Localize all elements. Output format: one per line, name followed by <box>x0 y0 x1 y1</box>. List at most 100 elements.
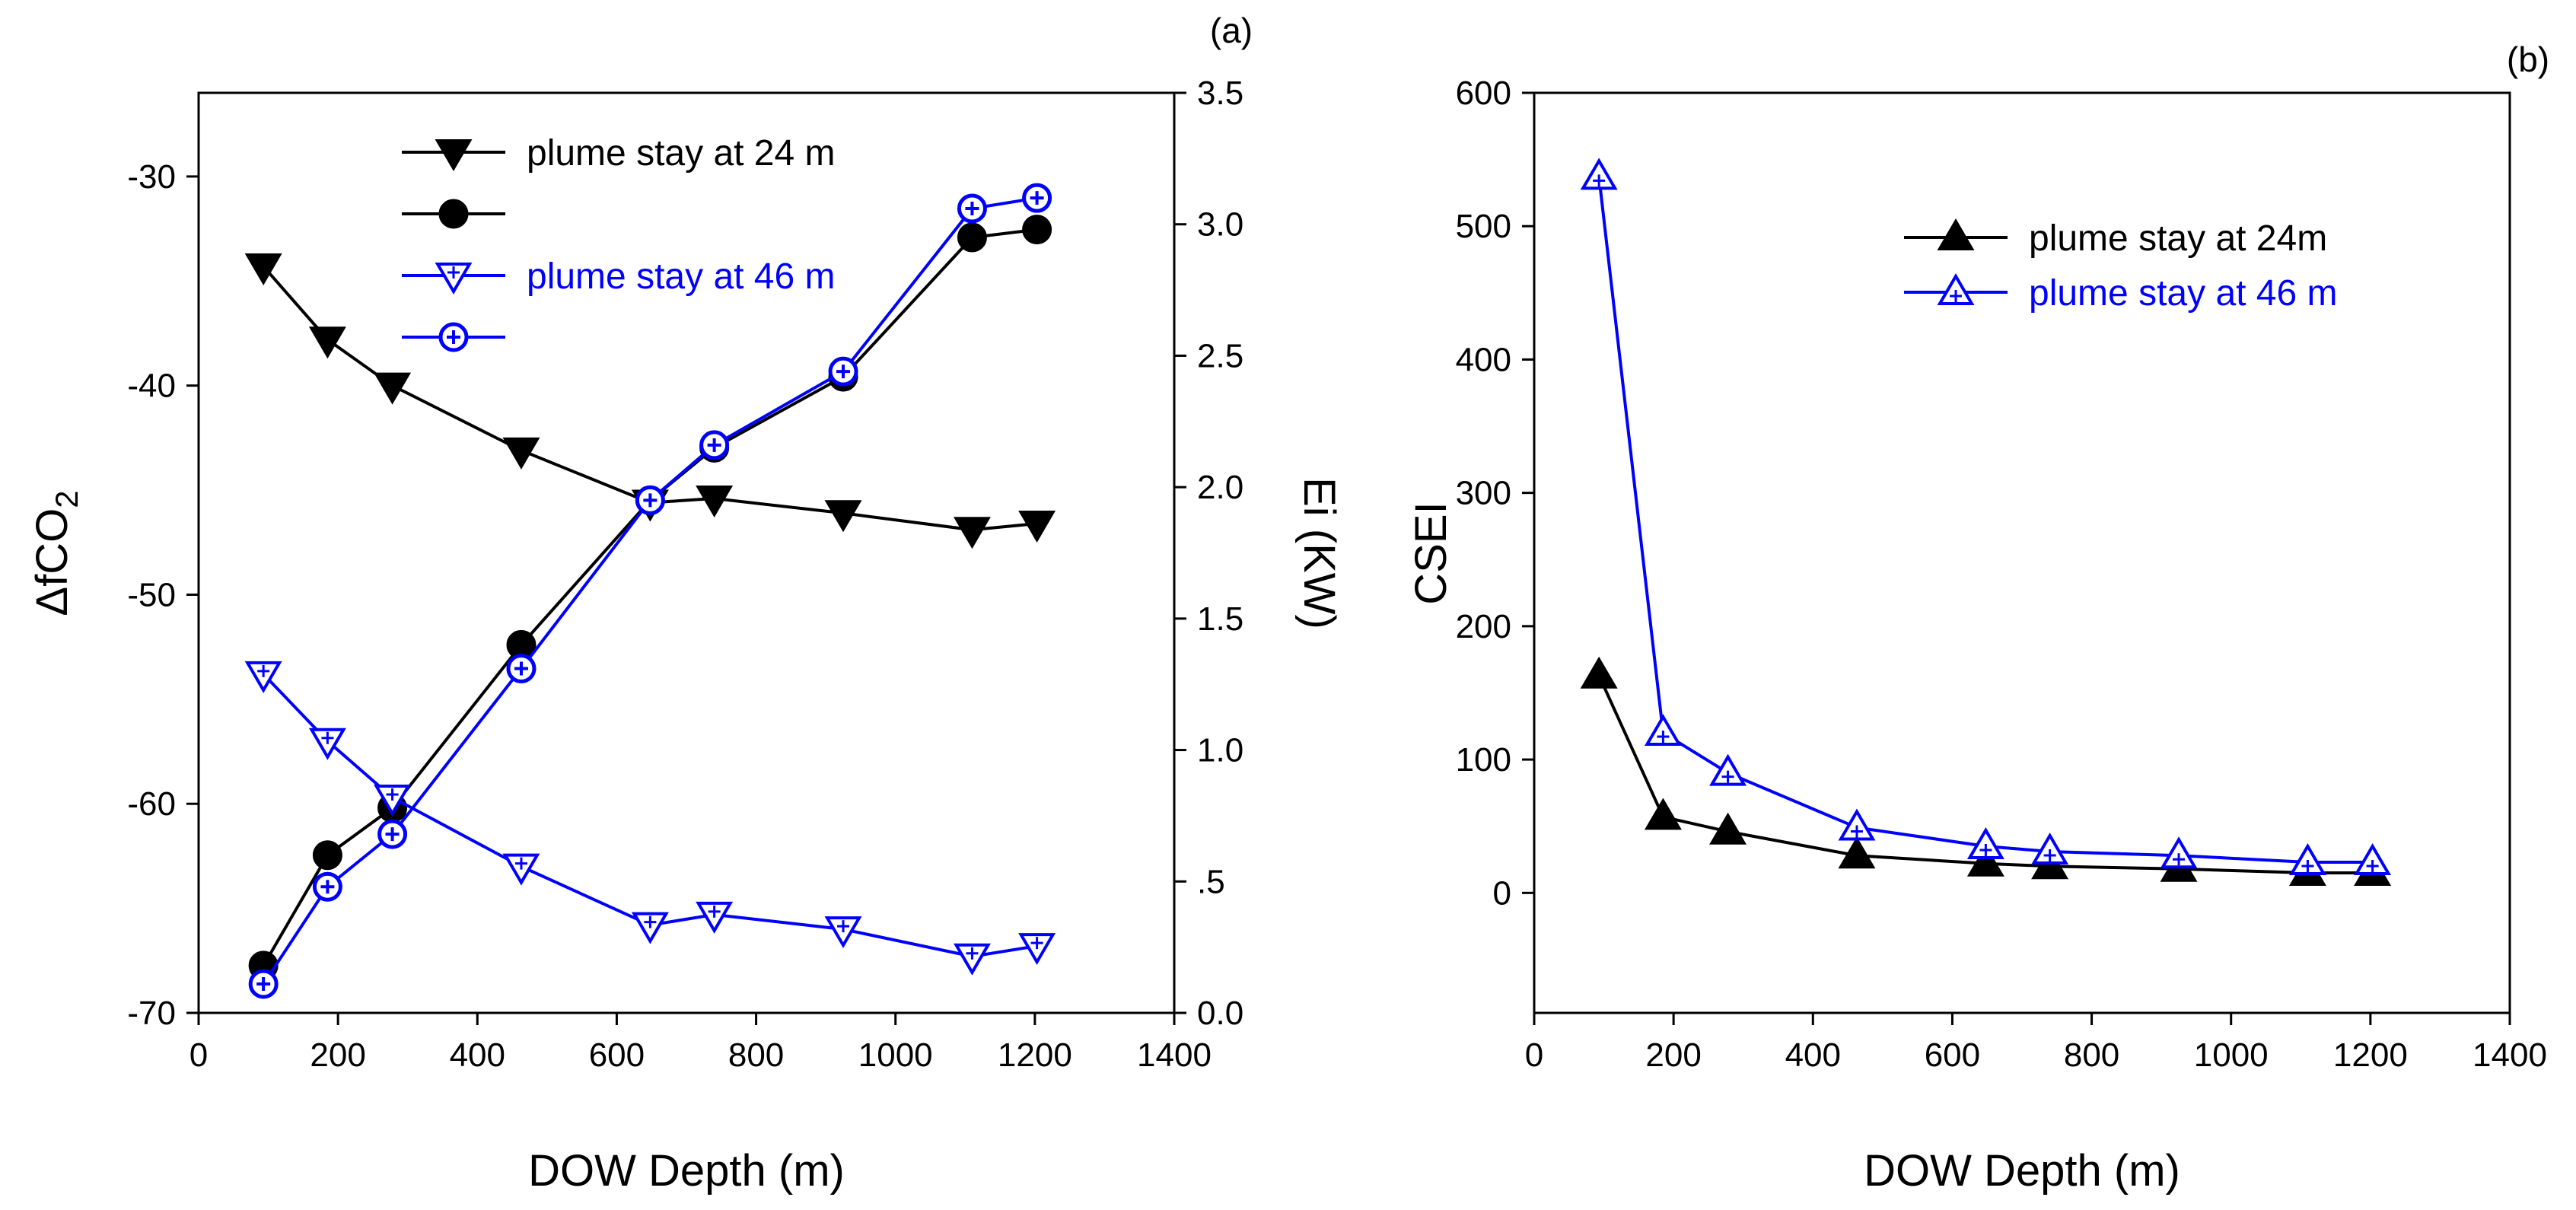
panel-a-series-1 <box>248 215 1052 981</box>
panel-b-series-1 <box>1580 158 2392 875</box>
panel-b-y-tick-label: 300 <box>1456 475 1511 512</box>
panel-a-data-point <box>696 901 734 934</box>
panel-a-data-point <box>1022 183 1052 213</box>
panel-a-data-point <box>1018 511 1056 543</box>
panel-a-data-point <box>1022 215 1052 245</box>
panel-a-x-axis-label: DOW Depth (m) <box>528 1146 845 1196</box>
panel-a-data-point <box>1018 933 1056 966</box>
panel-a-series-3 <box>248 183 1052 999</box>
panel-b-data-point <box>2031 833 2069 865</box>
panel-a-y2-tick-label: .5 <box>1197 863 1225 900</box>
panel-b-x-axis-label: DOW Depth (m) <box>1864 1146 2180 1196</box>
panel-a-x-tick-label: 0 <box>189 1036 208 1074</box>
panel-a-data-point <box>957 222 987 253</box>
panel-a-y2-tick-label: 2.0 <box>1197 469 1243 506</box>
panel-b-data-point <box>1709 753 1747 786</box>
panel-a-data-point <box>953 517 991 549</box>
panel-b-x-tick-label: 0 <box>1525 1036 1543 1074</box>
panel-b-legend-label: plume stay at 24m <box>2029 218 2327 259</box>
panel-a-y-tick-label: -70 <box>127 995 176 1032</box>
panel-a-data-point <box>502 437 540 470</box>
panel-a-data-point <box>635 485 665 515</box>
panel-a-data-point <box>953 943 991 976</box>
panel-a-legend-marker <box>438 199 469 229</box>
panel-b-x-tick-label: 800 <box>2064 1036 2119 1074</box>
panel-a-label: (a) <box>1210 11 1253 50</box>
panel-a-y2-tick-label: 3.5 <box>1197 75 1243 112</box>
panel-b-legend-marker <box>1937 218 1975 250</box>
panel-b-label: (b) <box>2507 40 2549 79</box>
panel-b-x-tick-label: 200 <box>1645 1036 1701 1074</box>
panel-a-x-tick-label: 400 <box>450 1036 505 1074</box>
panel-b-x-tick-label: 400 <box>1785 1036 1841 1074</box>
panel-b-data-point <box>2354 843 2392 875</box>
panel-a-legend: plume stay at 24 m plume stay at 46 m <box>402 133 836 352</box>
panel-b-y-axis-label: CSEI <box>1406 502 1456 604</box>
panel-b-legend-marker <box>1937 273 1975 305</box>
panel-a-data-point <box>308 728 346 760</box>
panel-b-x-tick-label: 1400 <box>2473 1036 2547 1074</box>
panel-b-plot-frame <box>1533 91 2511 1014</box>
panel-a-plot-frame <box>197 91 1176 1014</box>
panel-b-data-point <box>1709 812 1747 845</box>
panel-b-y-tick-label: 400 <box>1456 341 1511 378</box>
panel-a-y2-tick-label: 1.5 <box>1197 600 1243 638</box>
panel-b-x-tick-label: 600 <box>1925 1036 1980 1074</box>
panel-a-marks <box>244 183 1056 999</box>
panel-b-chart: 0 200 400 600 800 1000 1200 1400 0 100 200 300 400 5… <box>1406 40 2549 1196</box>
panel-b-data-point <box>1966 844 2004 877</box>
panel-a-legend-label: plume stay at 24 m <box>527 133 836 174</box>
panel-b-data-point <box>1966 827 2004 859</box>
panel-a-data-point <box>312 871 342 902</box>
panel-b-y-tick-label: 100 <box>1456 741 1511 779</box>
panel-a-legend-entry <box>402 199 505 229</box>
panel-a-data-point <box>824 916 862 949</box>
panel-a-series-2 <box>244 661 1056 976</box>
panel-a-y2-tick-label: 3.0 <box>1197 206 1243 244</box>
panel-b-x-ticks: 0 200 400 600 800 1000 1200 1400 <box>1525 1013 2547 1074</box>
panel-a-legend-entry: plume stay at 46 m <box>402 256 836 297</box>
panel-b-data-point <box>1580 158 1618 190</box>
panel-a-legend-label: plume stay at 46 m <box>527 256 836 297</box>
panel-a-legend-entry <box>402 322 505 352</box>
panel-b-legend-entry: plume stay at 46 m <box>1904 273 2338 314</box>
panel-b-marks <box>1580 158 2392 887</box>
panel-a-data-point <box>828 356 858 387</box>
panel-a-data-point <box>506 653 537 683</box>
panel-a-y-axis-label-main: ΔfCO <box>27 508 77 616</box>
panel-a-x-tick-label: 1000 <box>858 1036 933 1074</box>
panel-b-data-point <box>1644 798 1682 830</box>
panel-a-y-tick-label: -40 <box>127 368 176 405</box>
panel-a-data-point <box>631 912 669 944</box>
panel-a-x-tick-label: 800 <box>728 1036 784 1074</box>
panel-b-y-tick-label: 600 <box>1456 75 1511 112</box>
panel-a-data-point <box>244 661 282 693</box>
panel-a-x-tick-label: 600 <box>589 1036 645 1074</box>
panel-a-y2-tick-label: 1.0 <box>1197 732 1243 769</box>
panel-a-legend-marker <box>438 322 469 352</box>
panel-a-y-ticks: -70 -60 -50 -40 -30 <box>127 158 199 1032</box>
panel-b-data-point <box>1580 656 1618 689</box>
panel-a-data-point <box>377 819 408 849</box>
panel-a-y-tick-label: -30 <box>127 158 176 196</box>
panel-b-data-point <box>2160 836 2198 869</box>
panel-a-y-axis-label-subscript: 2 <box>49 490 84 508</box>
panel-a-y2-ticks: 0.0 .5 1.0 1.5 2.0 2.5 3.0 3.5 <box>1174 75 1243 1032</box>
panel-b-legend: plume stay at 24m plume stay at 46 m <box>1904 218 2338 314</box>
panel-a-y-axis-label: ΔfCO2 <box>27 490 84 616</box>
panel-a-y-tick-label: -50 <box>127 576 176 613</box>
panel-b-data-point <box>1838 836 1876 869</box>
panel-a-series-line <box>262 228 1037 966</box>
panel-b-legend-label: plume stay at 46 m <box>2029 273 2338 314</box>
panel-b-x-tick-label: 1000 <box>2194 1036 2269 1074</box>
panel-b-y-tick-label: 500 <box>1456 208 1511 245</box>
panel-a-series-line <box>262 196 1037 986</box>
panel-a-legend-marker <box>435 139 473 171</box>
panel-a-data-point <box>312 840 342 871</box>
panel-b-y-tick-label: 200 <box>1456 608 1511 645</box>
panel-b-data-point <box>1644 714 1682 747</box>
panel-a-y2-tick-label: 2.5 <box>1197 337 1243 374</box>
panel-a-chart: 0 200 400 600 800 1000 1200 1400 -70 -60 -50 -40 -3… <box>27 11 1344 1196</box>
panel-a-x-ticks: 0 200 400 600 800 1000 1200 1400 <box>189 1013 1212 1074</box>
